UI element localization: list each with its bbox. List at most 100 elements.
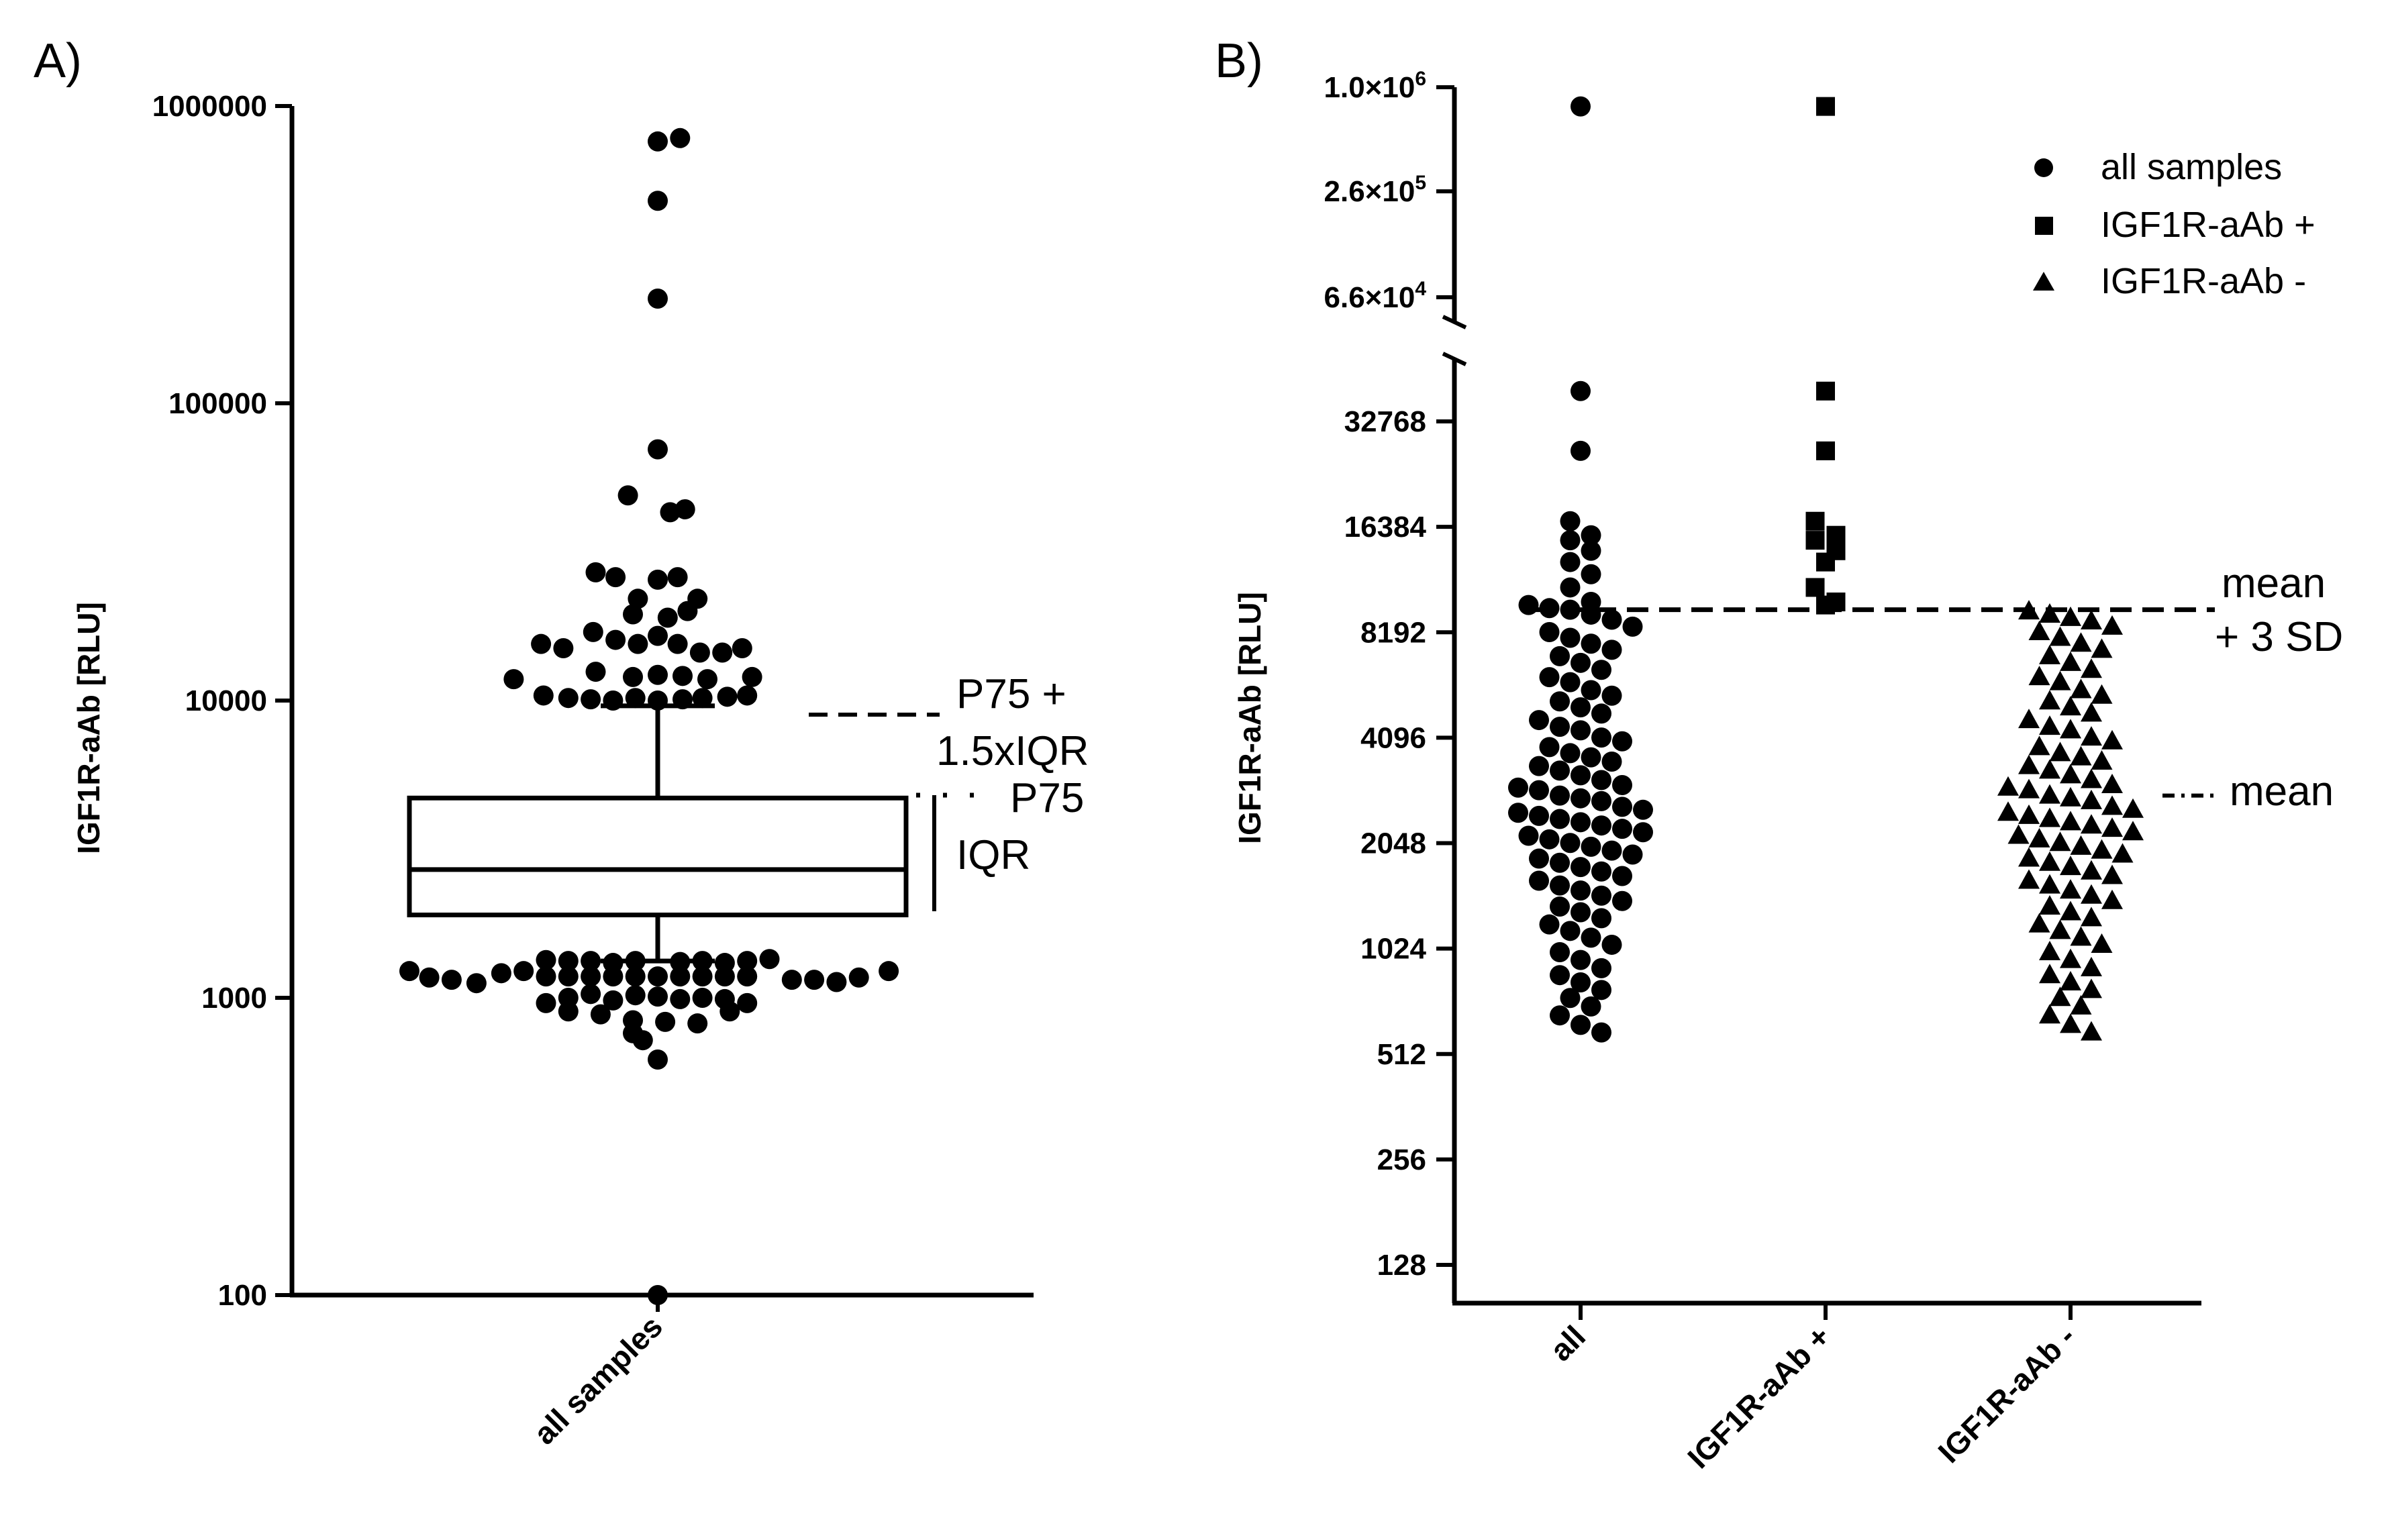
data-point-triangle	[2060, 856, 2081, 876]
panel-b-y-ticks: 128 256 512 1024 2048 4096 8192 16384 32768 6.6×1…	[1324, 68, 1454, 1282]
data-point-circle	[1601, 934, 1622, 955]
data-point	[689, 642, 710, 663]
data-point	[558, 1001, 579, 1022]
data-point-triangle	[2070, 678, 2092, 699]
data-point-circle	[1581, 540, 1601, 561]
data-point-square	[1816, 552, 1835, 572]
data-point-circle	[1529, 870, 1549, 891]
data-point	[719, 1001, 740, 1022]
annotation-p75: P75	[1010, 775, 1084, 821]
y-tick-label: 100	[218, 1279, 267, 1312]
x-category-label: all	[1543, 1319, 1592, 1368]
data-point-circle	[1560, 833, 1581, 854]
data-point	[692, 988, 713, 1008]
data-point	[648, 986, 668, 1007]
data-point-circle	[1591, 790, 1611, 811]
data-point-square	[1805, 531, 1825, 550]
data-point-triangle	[2081, 658, 2102, 678]
data-point-circle	[1539, 829, 1560, 850]
data-point-triangle	[2060, 606, 2081, 626]
data-point-circle	[1591, 727, 1611, 748]
y-tick-label: 10000	[185, 684, 267, 717]
data-point-circle	[1571, 857, 1591, 878]
data-point-circle	[1601, 752, 1622, 772]
data-point	[712, 642, 733, 663]
data-point-triangle	[2060, 948, 2081, 968]
y-tick-label: 1.0×106	[1324, 68, 1427, 104]
data-point-circle	[1571, 380, 1591, 401]
data-point	[670, 966, 691, 987]
data-point-circle	[1550, 809, 1570, 829]
y-tick-label: 2048	[1360, 827, 1426, 860]
data-point	[673, 666, 693, 686]
data-point-circle	[1560, 530, 1581, 551]
data-point-triangle	[1997, 776, 2019, 796]
data-point-circle	[1550, 875, 1570, 896]
data-point	[697, 669, 717, 690]
data-point-triangle	[2060, 696, 2081, 716]
data-point-triangle	[2122, 798, 2144, 818]
data-point	[675, 499, 695, 519]
data-point	[648, 439, 668, 460]
data-point-triangle	[2081, 610, 2102, 630]
data-point	[581, 951, 601, 972]
data-point-circle	[1529, 710, 1549, 731]
panel-b-dots	[1508, 96, 2144, 1043]
data-point	[677, 601, 698, 621]
data-point	[648, 625, 668, 646]
data-point-circle	[1581, 836, 1601, 857]
data-point	[441, 970, 462, 990]
data-point-circle	[1550, 965, 1570, 986]
data-point-triangle	[2060, 786, 2081, 807]
y-tick-label: 1000000	[152, 90, 267, 123]
data-point-triangle	[2039, 759, 2060, 779]
data-point-circle	[1591, 908, 1611, 929]
data-point-triangle	[2081, 978, 2102, 998]
data-point-triangle	[2081, 726, 2102, 746]
data-point-circle	[1601, 639, 1622, 660]
data-point	[648, 191, 668, 211]
data-point-circle	[1560, 511, 1581, 531]
data-point-circle	[1550, 942, 1570, 963]
data-point-circle	[1550, 717, 1570, 737]
data-point	[513, 961, 534, 982]
data-point-triangle	[1997, 801, 2019, 821]
data-point-circle	[1633, 799, 1653, 820]
data-point	[692, 688, 713, 709]
data-point-circle	[1550, 646, 1570, 666]
data-point-circle	[1581, 633, 1601, 654]
data-point-triangle	[2101, 795, 2123, 815]
data-point	[536, 992, 556, 1013]
data-point-circle	[1581, 564, 1601, 584]
data-point-circle	[1550, 896, 1570, 917]
y-tick-label: 1024	[1360, 933, 1426, 966]
panel-a-y-ticks: 100 1000 10000 100000 1000000	[152, 90, 292, 1312]
data-point	[628, 633, 648, 654]
data-point-circle	[1601, 840, 1622, 861]
data-point-circle	[1571, 902, 1591, 923]
data-point-triangle	[2070, 926, 2092, 946]
data-point-circle	[1622, 616, 1643, 637]
data-point-circle	[1591, 980, 1611, 1000]
data-point-triangle	[2070, 746, 2092, 766]
data-point-triangle	[2060, 879, 2081, 899]
data-point	[581, 984, 601, 1005]
axis-break-bottom	[1442, 352, 1467, 366]
legend-label-aab-negative: IGF1R-aAb -	[2101, 261, 2306, 301]
data-point-circle	[1571, 788, 1591, 809]
data-point	[648, 131, 668, 152]
data-point-circle	[1591, 815, 1611, 836]
data-point-circle	[1591, 703, 1611, 724]
data-point-triangle	[2070, 632, 2092, 652]
data-point-circle	[1571, 949, 1591, 970]
data-point-circle	[1571, 1015, 1591, 1035]
data-point-triangle	[2039, 851, 2060, 871]
data-point	[399, 961, 419, 982]
panel-a-dots	[399, 127, 899, 1305]
data-point-triangle	[2028, 827, 2050, 848]
panel-b-label: B)	[1215, 34, 1263, 88]
data-point	[419, 967, 440, 988]
y-tick-label: 2.6×105	[1324, 172, 1427, 208]
data-point	[466, 973, 487, 994]
